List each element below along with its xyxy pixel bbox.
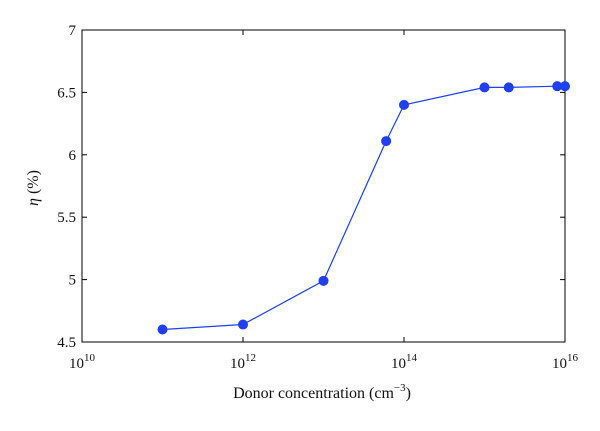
- x-tick-label: 1010: [69, 352, 96, 372]
- x-tick-label: 1014: [391, 352, 418, 372]
- data-point: [560, 81, 570, 92]
- data-point: [479, 82, 490, 93]
- y-axis-title: η (%): [25, 170, 42, 206]
- tick-labels: 1010 1012 1014 1016 4.5 5 5.5 6 6.5 7: [57, 23, 578, 372]
- series: [157, 81, 570, 335]
- y-tick-label: 4.5: [57, 335, 76, 351]
- y-tick-label: 6.5: [57, 85, 76, 101]
- y-tick-label: 5: [69, 273, 77, 289]
- series-line: [162, 85, 565, 331]
- tick-marks: [81, 29, 566, 343]
- plot-frame: [81, 29, 566, 343]
- x-axis-title: Donor concentration (cm−3): [233, 382, 411, 402]
- data-point: [318, 275, 329, 286]
- y-tick-label: 5.5: [57, 210, 76, 226]
- x-tick-label: 1012: [230, 352, 256, 372]
- data-point: [157, 324, 168, 335]
- data-point: [381, 136, 392, 147]
- x-tick-label: 1016: [552, 352, 579, 372]
- axes: [81, 29, 566, 343]
- data-point: [552, 81, 563, 92]
- data-point: [399, 99, 409, 110]
- y-tick-label: 7: [69, 23, 77, 39]
- y-tick-label: 6: [69, 148, 77, 164]
- data-point: [503, 82, 514, 93]
- data-point: [238, 319, 248, 330]
